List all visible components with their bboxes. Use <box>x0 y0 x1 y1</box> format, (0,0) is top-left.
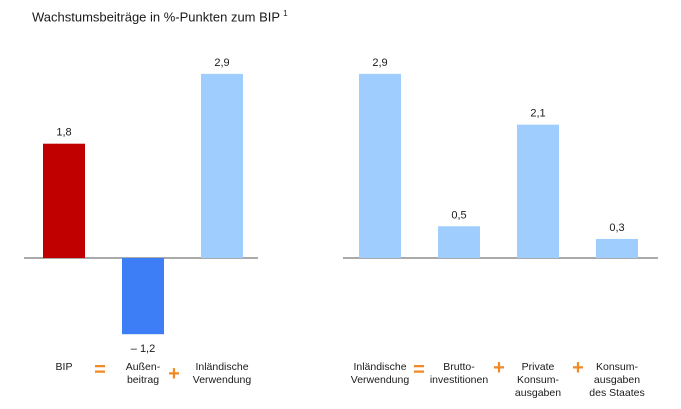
category-label: Inländische Verwendung <box>193 361 252 386</box>
data-label: 2,1 <box>530 108 545 120</box>
category-label: Brutto-investitionen <box>430 361 489 386</box>
title-footnote-marker: 1 <box>283 9 288 18</box>
bar <box>359 73 401 258</box>
data-label: 2,9 <box>372 57 387 69</box>
bar <box>517 124 559 259</box>
category-label: Außen-beitrag <box>126 361 161 386</box>
data-label: 0,5 <box>451 209 466 221</box>
operator-symbol: + <box>168 363 180 385</box>
operator-symbol: = <box>94 359 106 381</box>
chart-title-text: Wachstumsbeiträge in %-Punkten zum BIP <box>32 9 281 25</box>
category-label: Private Konsum-ausgaben <box>515 361 561 399</box>
data-label: – 1,2 <box>131 343 155 355</box>
chart-title: Wachstumsbeiträge in %-Punkten zum BIP 1 <box>32 9 288 24</box>
category-label: Inländische Verwendung <box>351 361 410 386</box>
category-label: BIP <box>56 361 73 373</box>
bar <box>596 238 638 258</box>
data-label: 2,9 <box>214 57 229 69</box>
bar <box>438 226 480 258</box>
bar <box>122 258 164 335</box>
operator-symbol: = <box>413 359 425 381</box>
data-label: 0,3 <box>609 222 624 234</box>
category-label: Konsum-ausgaben des Staates <box>589 361 644 399</box>
data-label: 1,8 <box>56 127 71 139</box>
operator-symbol: + <box>572 357 584 379</box>
bar <box>201 73 243 258</box>
operator-symbol: + <box>493 357 505 379</box>
bar <box>43 143 85 258</box>
